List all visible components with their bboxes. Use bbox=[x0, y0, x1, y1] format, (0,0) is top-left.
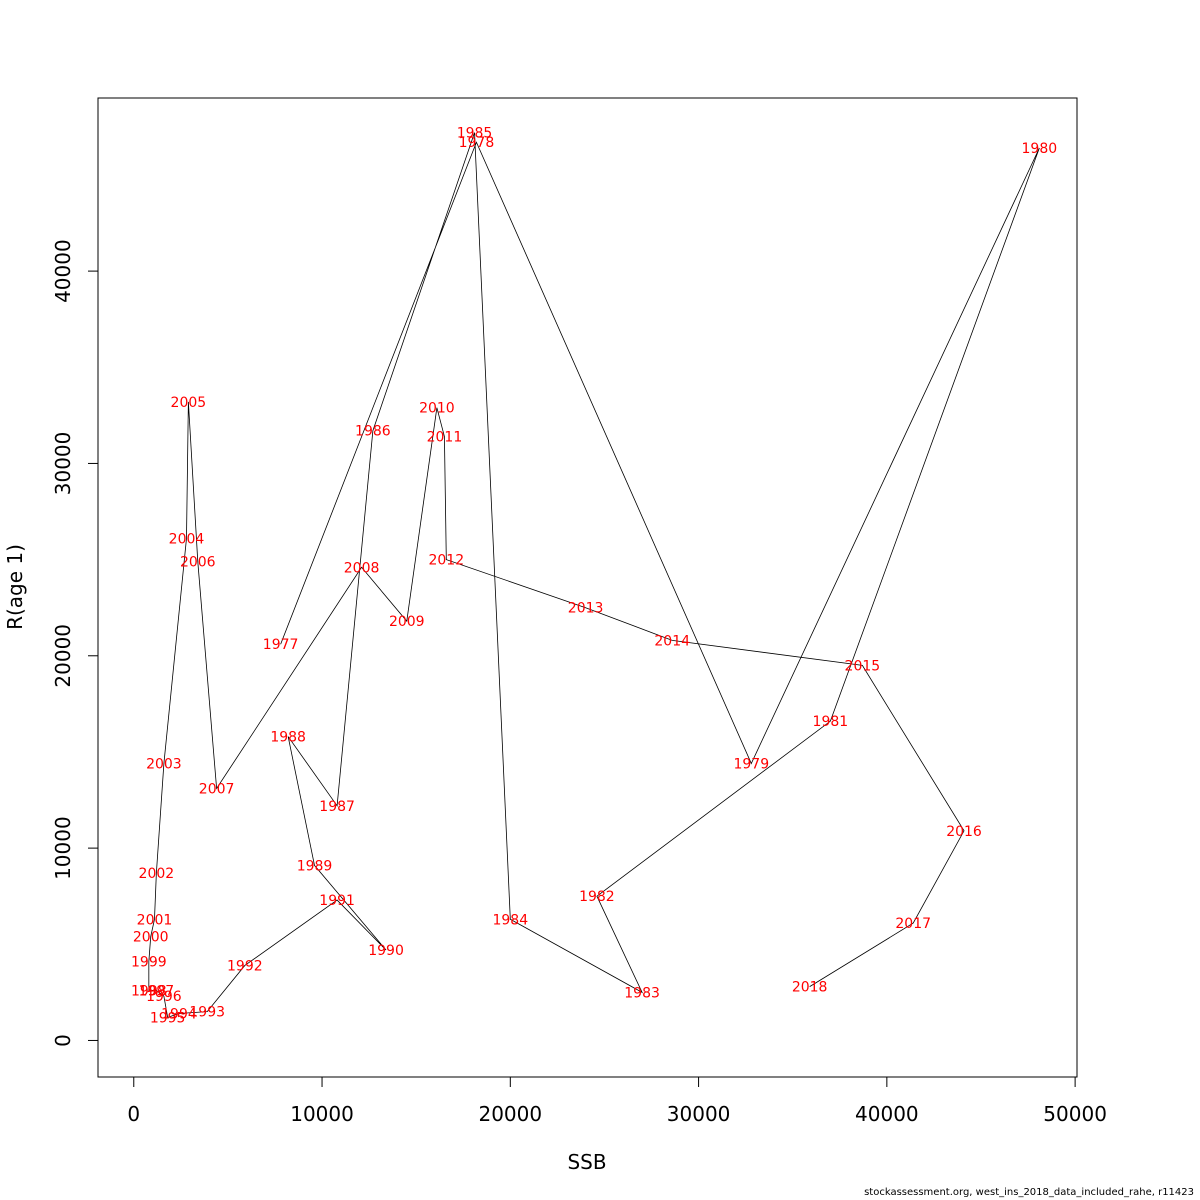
year-label-1984: 1984 bbox=[492, 912, 528, 928]
year-label-1997: 1997 bbox=[139, 983, 175, 999]
year-label-2016: 2016 bbox=[946, 824, 982, 840]
y-tick-label: 10000 bbox=[51, 816, 75, 880]
y-tick-label: 20000 bbox=[51, 624, 75, 688]
year-label-2009: 2009 bbox=[389, 614, 425, 630]
y-axis: 0 10000 20000 30000 40000 bbox=[51, 239, 99, 1047]
year-label-2010: 2010 bbox=[419, 401, 455, 417]
x-axis: 0 10000 20000 30000 40000 50000 bbox=[127, 1076, 1107, 1126]
year-label-1981: 1981 bbox=[813, 714, 849, 730]
x-tick-label: 0 bbox=[127, 1102, 140, 1126]
x-tick-label: 20000 bbox=[478, 1102, 542, 1126]
year-label-2004: 2004 bbox=[169, 531, 205, 547]
x-tick-label: 40000 bbox=[855, 1102, 919, 1126]
year-label-1980: 1980 bbox=[1022, 141, 1058, 157]
x-tick-label: 30000 bbox=[667, 1102, 731, 1126]
year-label-2017: 2017 bbox=[895, 916, 931, 932]
year-label-2000: 2000 bbox=[133, 930, 169, 946]
year-label-2001: 2001 bbox=[137, 912, 173, 928]
y-tick-label: 0 bbox=[51, 1034, 75, 1047]
year-label-1995: 1995 bbox=[150, 1010, 186, 1026]
year-label-1986: 1986 bbox=[355, 424, 391, 440]
year-label-1996: 1996 bbox=[146, 989, 182, 1005]
year-label-2007: 2007 bbox=[199, 781, 235, 797]
year-label-1998: 1998 bbox=[131, 983, 167, 999]
year-label-2011: 2011 bbox=[427, 430, 463, 446]
year-label-1999: 1999 bbox=[131, 955, 167, 971]
year-label-1983: 1983 bbox=[624, 985, 660, 1001]
year-label-1989: 1989 bbox=[297, 858, 333, 874]
year-label-1985: 1985 bbox=[457, 126, 493, 142]
year-label-2008: 2008 bbox=[344, 560, 380, 576]
year-label-2006: 2006 bbox=[180, 555, 216, 571]
y-axis-title: R(age 1) bbox=[3, 544, 27, 630]
y-tick-label: 30000 bbox=[51, 432, 75, 496]
year-label-2003: 2003 bbox=[146, 756, 182, 772]
year-label-1977: 1977 bbox=[263, 637, 299, 653]
x-tick-label: 10000 bbox=[290, 1102, 354, 1126]
year-label-1990: 1990 bbox=[368, 943, 404, 959]
year-label-1982: 1982 bbox=[579, 889, 615, 905]
year-label-1992: 1992 bbox=[227, 958, 263, 974]
year-label-1978: 1978 bbox=[459, 135, 495, 151]
year-label-1993: 1993 bbox=[189, 1005, 225, 1021]
sr-trajectory-line bbox=[148, 132, 1040, 1018]
year-label-2014: 2014 bbox=[654, 633, 690, 649]
year-label-2013: 2013 bbox=[568, 601, 604, 617]
year-label-2002: 2002 bbox=[139, 866, 175, 882]
x-tick-label: 50000 bbox=[1043, 1102, 1107, 1126]
x-axis-title: SSB bbox=[567, 1150, 606, 1174]
year-label-2018: 2018 bbox=[792, 980, 828, 996]
footer-credit: stockassessment.org, west_ins_2018_data_… bbox=[864, 1187, 1194, 1198]
year-label-1988: 1988 bbox=[270, 730, 306, 746]
year-label-2012: 2012 bbox=[428, 553, 464, 569]
year-label-1987: 1987 bbox=[319, 799, 355, 815]
year-labels: 1977 1978 1979 1980 1981 1982 1983 1984 1985 1986… bbox=[131, 126, 1057, 1027]
year-label-1979: 1979 bbox=[733, 756, 769, 772]
year-label-1991: 1991 bbox=[319, 893, 355, 909]
year-label-2005: 2005 bbox=[171, 395, 207, 411]
y-tick-label: 40000 bbox=[51, 239, 75, 303]
year-label-2015: 2015 bbox=[845, 658, 881, 674]
year-label-1994: 1994 bbox=[161, 1007, 197, 1023]
